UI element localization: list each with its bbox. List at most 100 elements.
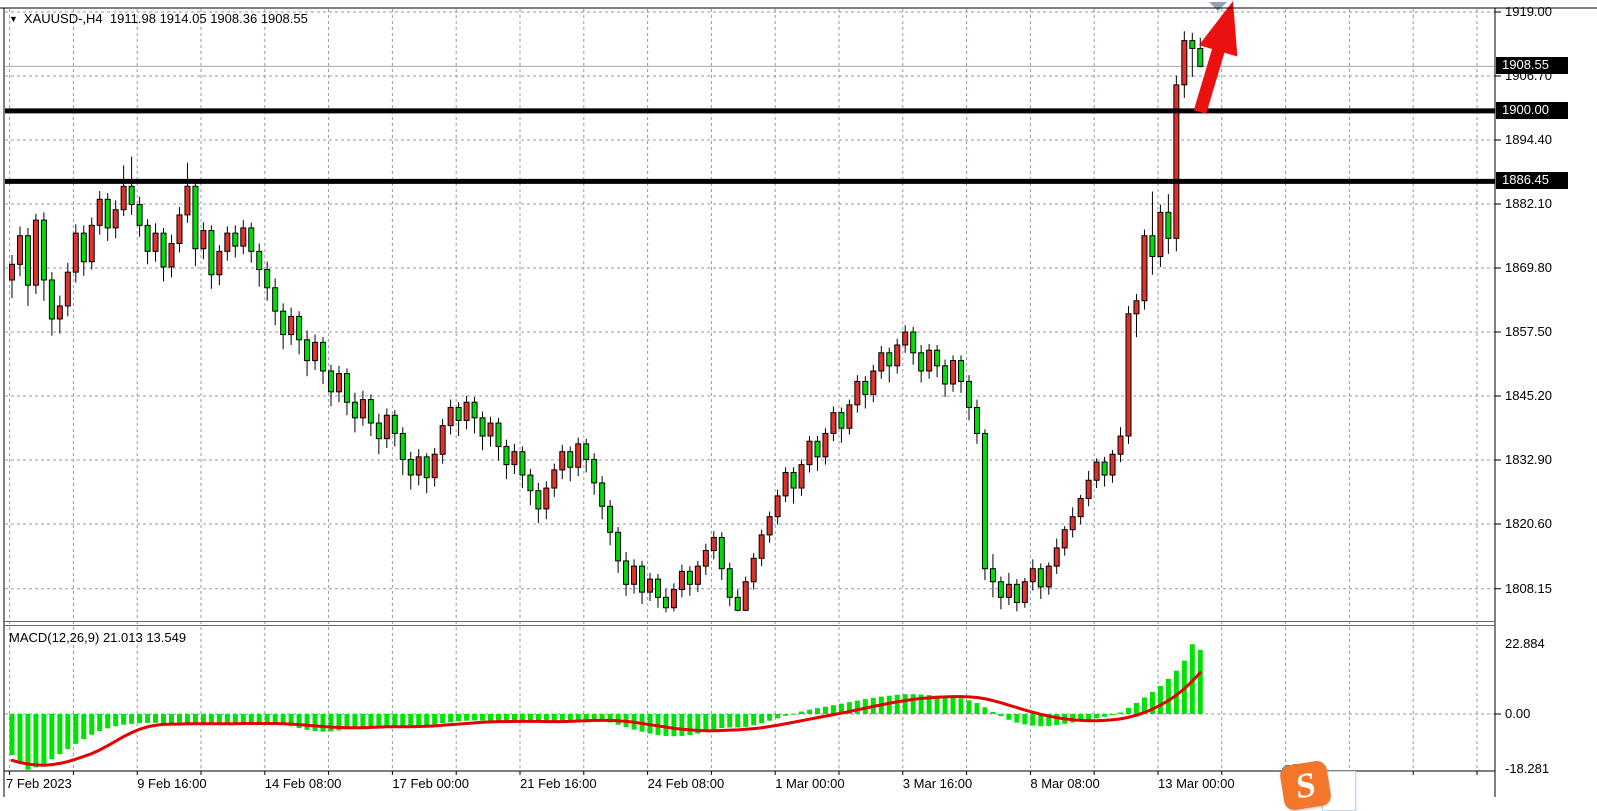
macd-bar [296, 714, 302, 729]
bear-candle [1189, 40, 1196, 49]
bull-candle [670, 589, 677, 609]
bear-candle [160, 232, 167, 268]
macd-signal-line [10, 671, 1202, 767]
bear-candle [256, 250, 263, 271]
bull-candle [647, 578, 653, 593]
bull-candle [200, 230, 207, 250]
bull-candle [335, 373, 342, 393]
bear-candle [790, 471, 797, 489]
ohlc-close: 1908.55 [260, 11, 308, 26]
macd-bar [97, 714, 103, 732]
bull-candle [878, 352, 885, 372]
macd-bar [440, 714, 446, 724]
macd-bar [256, 714, 262, 723]
macd-bar [480, 714, 486, 721]
macd-bar [208, 714, 214, 724]
bull-candle [1125, 313, 1132, 437]
price-tick-label: 1882.10 [1505, 195, 1552, 211]
macd-bar [248, 714, 254, 723]
macd-bar [129, 714, 135, 724]
macd-bar [336, 714, 342, 731]
bull-candle [383, 414, 390, 440]
bear-candle [280, 310, 287, 336]
macd-bar [200, 714, 206, 724]
bear-candle [623, 560, 630, 585]
macd-bar [559, 714, 565, 722]
macd-bar [137, 714, 143, 724]
bull-candle [1181, 40, 1188, 86]
macd-bar [1165, 678, 1171, 714]
time-axis-label: 24 Feb 08:00 [647, 776, 725, 791]
macd-bar [838, 703, 844, 714]
macd-bar [73, 714, 79, 744]
macd-bar [918, 694, 924, 714]
macd-bar [328, 714, 334, 732]
macd-bar [1054, 714, 1060, 725]
bear-candle [527, 474, 534, 492]
macd-bar [607, 714, 613, 723]
bear-candle [1037, 568, 1044, 588]
macd-bar [456, 714, 462, 722]
bear-candle [718, 536, 725, 570]
macd-bar [1197, 649, 1203, 714]
bear-candle [320, 341, 327, 372]
macd-bar [814, 708, 820, 714]
bear-candle [918, 352, 925, 372]
macd-bar [216, 714, 222, 724]
macd-bar [1118, 712, 1124, 714]
price-tick-label: 1808.15 [1505, 580, 1552, 596]
bear-candle [343, 373, 350, 403]
macd-bar [679, 714, 685, 736]
macd-bar [894, 694, 900, 714]
bear-candle [375, 422, 382, 440]
bear-candle [232, 232, 239, 247]
bull-candle [710, 536, 717, 552]
bull-candle [774, 495, 781, 518]
price-tick-label: 1869.80 [1505, 259, 1552, 275]
bull-candle [1117, 435, 1124, 455]
bull-candle [559, 451, 566, 471]
bear-candle [662, 596, 669, 609]
bull-candle [56, 305, 63, 320]
macd-bar [360, 714, 366, 728]
bear-candle [1013, 583, 1020, 604]
bull-candle [798, 464, 805, 489]
macd-bar [543, 714, 549, 723]
price-tick-label: 1919.00 [1505, 4, 1552, 19]
macd-bar [511, 714, 517, 722]
ohlc-open: 1911.98 [109, 11, 156, 26]
bear-candle [639, 565, 646, 593]
macd-bar [1133, 703, 1139, 714]
bear-candle [997, 581, 1004, 598]
bull-candle [575, 443, 582, 468]
macd-bar [280, 714, 286, 725]
sogou-logo-icon[interactable]: S [1278, 759, 1333, 811]
bear-candle [862, 380, 869, 395]
symbol-dropdown-icon[interactable]: ▼ [9, 14, 18, 24]
vertical-gridlines [9, 9, 1478, 770]
bear-candle [351, 401, 358, 419]
macd-bar [472, 714, 478, 721]
macd-bar [192, 714, 198, 724]
bull-candle [439, 425, 446, 455]
time-axis-label: 14 Feb 08:00 [264, 776, 342, 791]
bull-candle [926, 349, 933, 372]
macd-bar [416, 714, 422, 727]
time-axis-label: 7 Feb 2023 [6, 776, 72, 791]
bull-candle [678, 570, 685, 591]
macd-bar [9, 714, 15, 756]
macd-bar [1110, 714, 1116, 715]
bear-candle [455, 406, 462, 421]
bear-candle [367, 399, 374, 424]
macd-bar [982, 707, 988, 714]
bear-candle [24, 235, 31, 286]
bull-candle [1133, 300, 1140, 315]
bull-candle [551, 469, 558, 489]
time-axis-label: 8 Mar 08:00 [1030, 776, 1100, 791]
bull-candle [240, 227, 247, 247]
trend-arrow-annotation[interactable] [1193, 1, 1238, 114]
macd-bar [719, 714, 725, 729]
macd-bar [272, 714, 278, 724]
bull-candle [1093, 461, 1100, 481]
